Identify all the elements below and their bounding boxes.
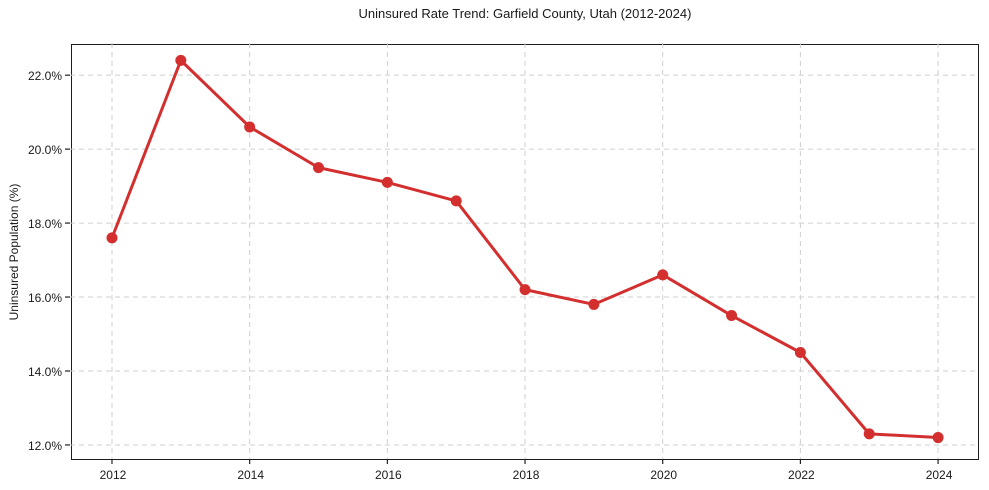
y-tick-label: 20.0% (27, 143, 62, 158)
x-tick-label: 2018 (512, 468, 540, 482)
y-tick-label: 18.0% (27, 217, 62, 232)
data-point (450, 195, 462, 207)
data-point (932, 432, 944, 444)
data-point (175, 55, 187, 67)
data-point (588, 299, 600, 311)
x-tick-label: 2024 (925, 468, 953, 482)
chart-title: Uninsured Rate Trend: Garfield County, U… (358, 6, 692, 21)
data-point (863, 428, 875, 440)
line-plot-svg (65, 43, 979, 465)
x-tick-label: 2012 (99, 468, 127, 482)
y-tick-label: 12.0% (27, 438, 62, 453)
plot-area (65, 43, 979, 465)
y-tick-label: 14.0% (27, 364, 62, 379)
data-point (313, 162, 325, 174)
data-point (382, 177, 394, 189)
y-tick-label: 22.0% (27, 69, 62, 84)
x-tick-label: 2016 (374, 468, 402, 482)
x-tick-label: 2014 (237, 468, 265, 482)
data-point (244, 121, 256, 133)
x-tick-label: 2020 (650, 468, 678, 482)
data-point (657, 269, 669, 281)
x-tick-label: 2022 (788, 468, 815, 482)
data-point (519, 284, 531, 296)
data-point (726, 310, 738, 322)
y-tick-label: 16.0% (27, 291, 62, 306)
data-point (795, 347, 807, 359)
data-point (106, 232, 118, 244)
